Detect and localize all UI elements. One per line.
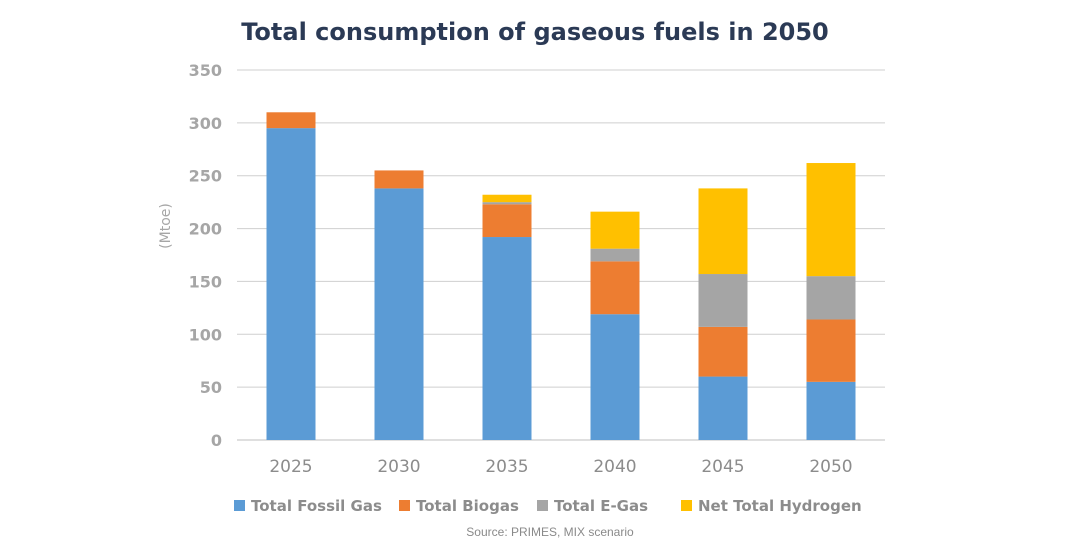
y-axis-ticks: 0 50 100 150 200 250 300 350 xyxy=(189,61,222,450)
y-tick-label: 250 xyxy=(189,167,222,186)
y-tick-label: 200 xyxy=(189,220,222,239)
legend-label: Total Fossil Gas xyxy=(251,497,382,515)
bar-segment xyxy=(482,204,532,238)
bar-segment xyxy=(590,248,640,262)
y-tick-label: 350 xyxy=(189,61,222,80)
x-tick-label: 2050 xyxy=(809,457,852,477)
y-tick-label: 300 xyxy=(189,114,222,133)
bar-segment xyxy=(266,128,316,440)
bar-segment xyxy=(374,170,424,189)
x-tick-label: 2045 xyxy=(701,457,744,477)
source-note: Source: PRIMES, MIX scenario xyxy=(466,525,634,539)
legend: Total Fossil Gas Total Biogas Total E-Gas N… xyxy=(234,497,862,515)
bar-segment xyxy=(806,381,856,440)
x-tick-label: 2025 xyxy=(269,457,312,477)
legend-item: Total Biogas xyxy=(399,497,519,515)
y-tick-label: 150 xyxy=(189,272,222,291)
legend-item: Net Total Hydrogen xyxy=(681,497,862,515)
legend-label: Net Total Hydrogen xyxy=(698,497,862,515)
legend-swatch xyxy=(399,500,410,511)
y-axis-label: (Mtoe) xyxy=(158,203,174,249)
x-tick-label: 2040 xyxy=(593,457,636,477)
bar-segment xyxy=(266,112,316,129)
x-axis-ticks: 2025 2030 2035 2040 2045 2050 xyxy=(269,457,852,477)
bar-segment xyxy=(482,194,532,203)
bar-segment xyxy=(590,261,640,315)
legend-label: Total E-Gas xyxy=(554,497,648,515)
y-tick-label: 50 xyxy=(200,378,222,397)
bar-segment xyxy=(698,326,748,377)
legend-item: Total Fossil Gas xyxy=(234,497,382,515)
y-tick-label: 0 xyxy=(211,431,222,450)
x-tick-label: 2035 xyxy=(485,457,528,477)
bar-segment xyxy=(806,163,856,277)
bar-segment xyxy=(698,188,748,275)
legend-swatch xyxy=(537,500,548,511)
bar-segment xyxy=(806,319,856,382)
bar-segment xyxy=(698,274,748,327)
bar-segment xyxy=(482,202,532,205)
gridlines xyxy=(237,69,885,441)
chart-title: Total consumption of gaseous fuels in 20… xyxy=(241,18,829,46)
legend-label: Total Biogas xyxy=(416,497,519,515)
bar-segment xyxy=(590,314,640,440)
bars xyxy=(266,112,856,440)
legend-item: Total E-Gas xyxy=(537,497,648,515)
x-tick-label: 2030 xyxy=(377,457,420,477)
bar-segment xyxy=(590,211,640,249)
bar-segment xyxy=(482,237,532,440)
bar-segment xyxy=(374,188,424,440)
bar-segment xyxy=(698,376,748,440)
y-tick-label: 100 xyxy=(189,325,222,344)
legend-swatch xyxy=(681,500,692,511)
legend-swatch xyxy=(234,500,245,511)
bar-segment xyxy=(806,276,856,320)
